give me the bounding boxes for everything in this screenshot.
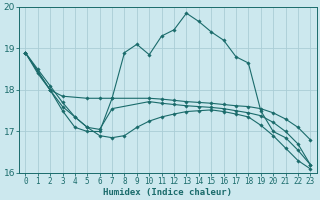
X-axis label: Humidex (Indice chaleur): Humidex (Indice chaleur)	[103, 188, 232, 197]
